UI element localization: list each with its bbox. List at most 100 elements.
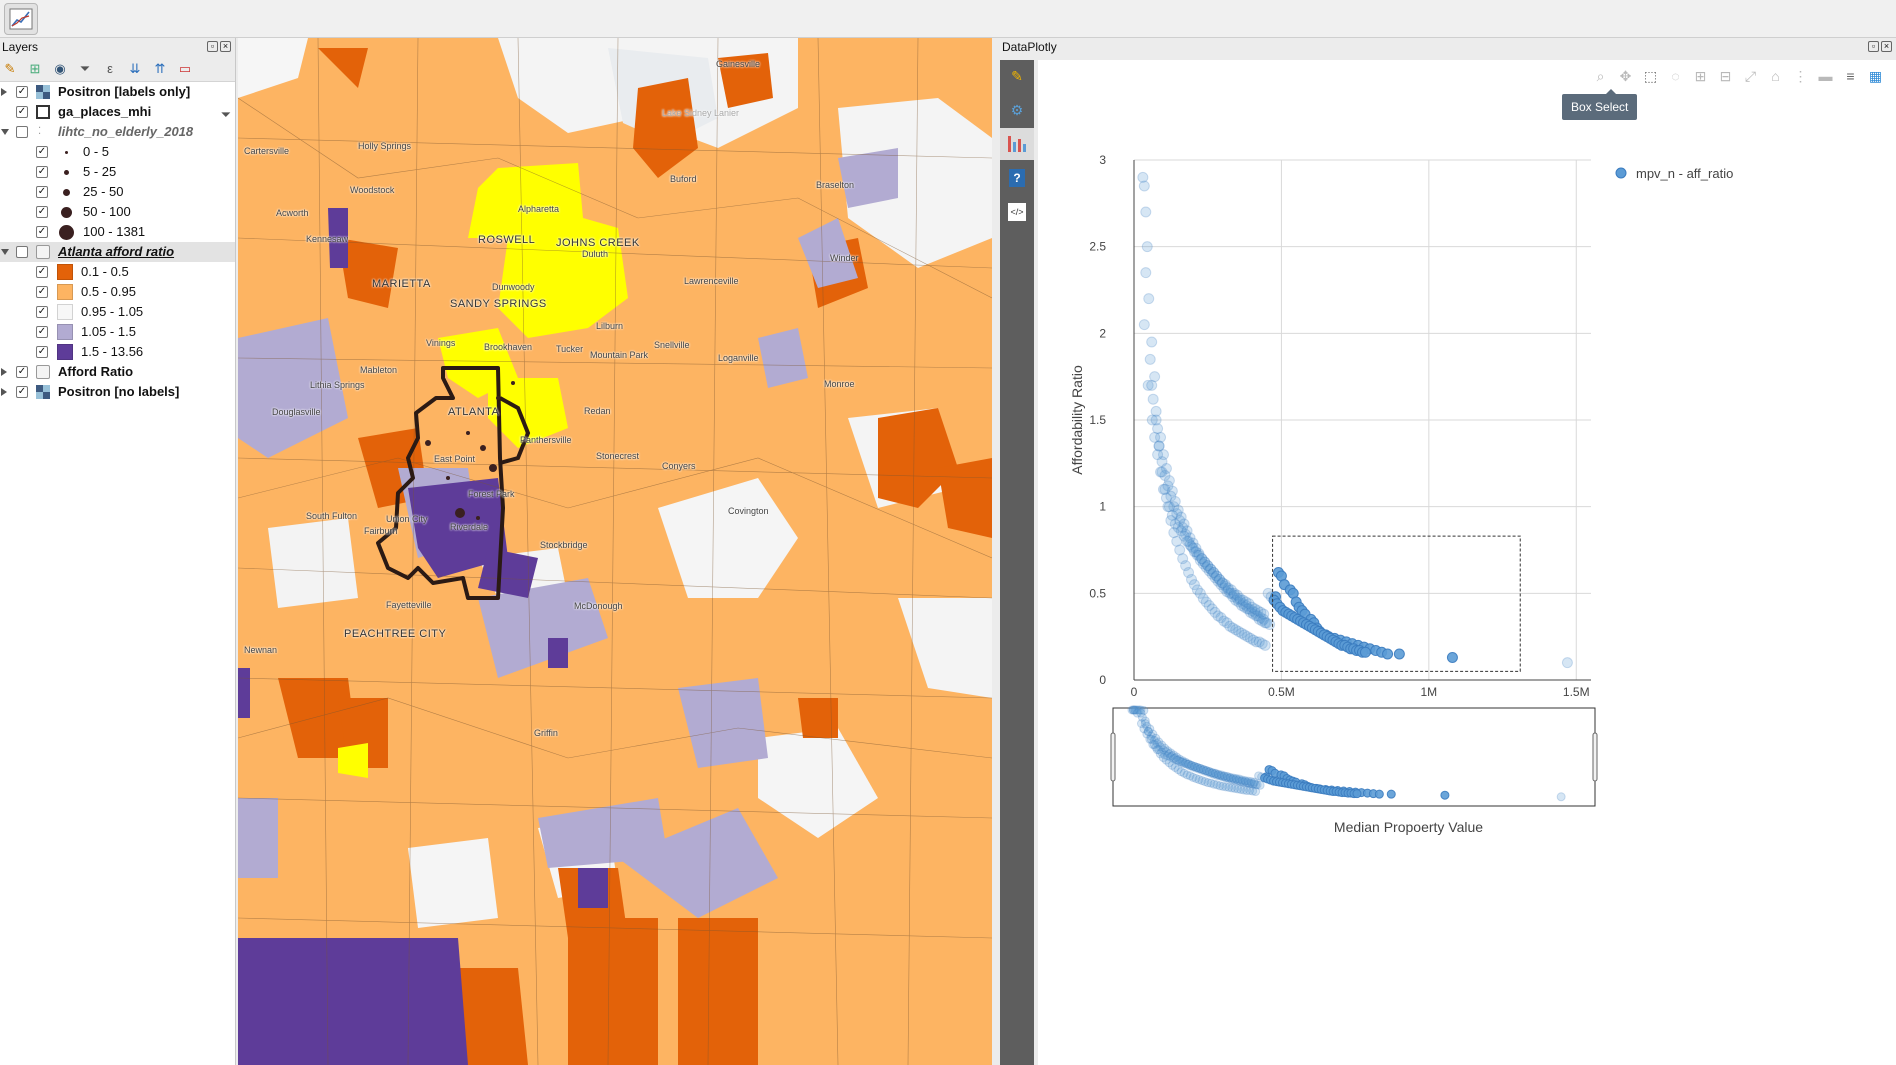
hover-compare-icon[interactable]: ≡ bbox=[1846, 68, 1855, 84]
map-place-label: Lake Sidney Lanier bbox=[662, 108, 740, 118]
scatter-point bbox=[1244, 606, 1256, 618]
layer-checkbox[interactable] bbox=[16, 126, 28, 138]
legend-checkbox[interactable]: ✓ bbox=[36, 146, 48, 158]
range-slider-right-handle[interactable] bbox=[1592, 732, 1598, 782]
range-slider-point bbox=[1222, 771, 1232, 781]
chart-legend[interactable]: mpv_n - aff_ratio bbox=[1615, 166, 1733, 181]
map-place-label: Brookhaven bbox=[484, 342, 533, 352]
expand-arrow-icon[interactable] bbox=[1, 368, 7, 376]
expand-arrow-icon[interactable] bbox=[1, 388, 7, 396]
collapse-all-icon[interactable]: ⇈ bbox=[154, 60, 166, 76]
scatter-point bbox=[1190, 542, 1202, 554]
plotly-logo-icon[interactable]: ▦ bbox=[1868, 68, 1883, 84]
reset-axes-icon[interactable]: ⌂ bbox=[1771, 68, 1780, 84]
range-slider-point bbox=[1172, 755, 1182, 765]
range-slider[interactable] bbox=[1110, 705, 1598, 807]
scatter-point bbox=[1156, 466, 1168, 478]
spike-lines-icon[interactable]: ⋮ bbox=[1793, 68, 1808, 84]
lasso-select-icon[interactable]: ◌ bbox=[1671, 68, 1680, 84]
collapse-arrow-icon[interactable] bbox=[1, 249, 9, 255]
layer-positron-labels[interactable]: ✓ Positron [labels only] bbox=[0, 82, 235, 102]
range-slider-point bbox=[1231, 775, 1241, 785]
legend-checkbox[interactable]: ✓ bbox=[36, 306, 48, 318]
tab-help[interactable]: ? bbox=[1000, 162, 1034, 194]
color-swatch bbox=[57, 344, 73, 360]
color-swatch bbox=[57, 264, 73, 280]
visibility-icon[interactable]: ◉ bbox=[54, 60, 66, 76]
legend-checkbox[interactable]: ✓ bbox=[36, 166, 48, 178]
range-slider-point bbox=[1178, 757, 1188, 767]
plot-area[interactable]: 0 0.5 1 1.5 2 2.5 3 0 0.5M 1M 1.5M Affordability … bbox=[1038, 60, 1896, 1065]
range-slider-point bbox=[1240, 777, 1250, 787]
zoom-out-icon[interactable]: ⊟ bbox=[1719, 68, 1732, 84]
range-slider-point bbox=[1198, 765, 1208, 775]
scatter-point bbox=[1190, 546, 1202, 558]
expand-all-icon[interactable]: ⇊ bbox=[129, 60, 141, 76]
scatter-chart[interactable]: 0 0.5 1 1.5 2 2.5 3 0 0.5M 1M 1.5M Affordability … bbox=[1038, 60, 1896, 1065]
tab-code[interactable]: </> bbox=[1000, 196, 1034, 228]
tab-plot[interactable] bbox=[1000, 128, 1034, 160]
layer-lihtc[interactable]: ⁚ lihtc_no_elderly_2018 bbox=[0, 122, 235, 142]
zoom-in-icon[interactable]: ⊞ bbox=[1694, 68, 1707, 84]
zoom-icon[interactable]: ⌕ bbox=[1596, 68, 1605, 84]
scatter-point bbox=[1258, 608, 1270, 620]
float-panel-icon[interactable]: ▫ bbox=[207, 41, 218, 52]
filter-legend-icon[interactable]: ⏷ bbox=[79, 60, 91, 76]
dataplotly-plugin-button[interactable] bbox=[4, 3, 38, 35]
hover-closest-icon[interactable]: ▬ bbox=[1818, 68, 1833, 84]
autoscale-icon[interactable]: ⤢ bbox=[1744, 68, 1757, 84]
layer-atlanta-afford-ratio[interactable]: Atlanta afford ratio bbox=[0, 242, 235, 262]
range-slider-point bbox=[1201, 766, 1211, 776]
range-slider-point bbox=[1227, 783, 1237, 793]
style-manager-icon[interactable]: ✎ bbox=[4, 60, 16, 76]
box-select-icon[interactable]: ⬚ bbox=[1643, 68, 1658, 84]
legend-checkbox[interactable]: ✓ bbox=[36, 286, 48, 298]
layer-afford-ratio[interactable]: ✓ Afford Ratio bbox=[0, 362, 235, 382]
expression-filter-icon[interactable]: ε bbox=[107, 61, 113, 76]
map-place-label: Snellville bbox=[654, 340, 690, 350]
tab-layout[interactable]: ⚙ bbox=[1000, 94, 1034, 126]
layer-checkbox[interactable] bbox=[16, 246, 28, 258]
expand-arrow-icon[interactable] bbox=[1, 88, 7, 96]
range-slider-point bbox=[1195, 764, 1205, 774]
tab-plot-settings[interactable]: ✎ bbox=[1000, 60, 1034, 92]
legend-checkbox[interactable]: ✓ bbox=[36, 326, 48, 338]
filter-icon[interactable]: ⏷ bbox=[220, 107, 231, 122]
range-slider-point bbox=[1167, 760, 1177, 770]
polygon-layer-icon bbox=[36, 365, 50, 379]
legend-checkbox[interactable]: ✓ bbox=[36, 346, 48, 358]
map-place-label: Gainesville bbox=[716, 59, 761, 69]
float-panel-icon[interactable]: ▫ bbox=[1868, 41, 1879, 52]
map-place-label: ROSWELL bbox=[478, 234, 536, 246]
pan-icon[interactable]: ✥ bbox=[1619, 68, 1632, 84]
legend-checkbox[interactable]: ✓ bbox=[36, 186, 48, 198]
range-slider-point bbox=[1245, 786, 1255, 796]
scatter-point bbox=[1138, 319, 1150, 331]
close-panel-icon[interactable]: × bbox=[1881, 41, 1892, 52]
range-slider-point bbox=[1158, 745, 1168, 755]
range-slider-point bbox=[1233, 776, 1243, 786]
layer-checkbox[interactable]: ✓ bbox=[16, 86, 28, 98]
layer-checkbox[interactable]: ✓ bbox=[16, 366, 28, 378]
legend-checkbox[interactable]: ✓ bbox=[36, 226, 48, 238]
legend-checkbox[interactable]: ✓ bbox=[36, 266, 48, 278]
scatter-point bbox=[1137, 171, 1149, 183]
layer-positron-no-labels[interactable]: ✓ Positron [no labels] bbox=[0, 382, 235, 402]
add-group-icon[interactable]: ⊞ bbox=[29, 60, 41, 76]
scatter-point bbox=[1202, 560, 1214, 572]
layer-ga-places-mhi[interactable]: ✓ ga_places_mhi ⏷ bbox=[0, 102, 235, 122]
close-panel-icon[interactable]: × bbox=[220, 41, 231, 52]
range-slider-point bbox=[1230, 783, 1240, 793]
layer-checkbox[interactable]: ✓ bbox=[16, 106, 28, 118]
layer-checkbox[interactable]: ✓ bbox=[16, 386, 28, 398]
map-canvas[interactable]: Gainesville Lake Sidney Lanier Cartersvi… bbox=[238, 38, 992, 1065]
map-place-label: Kennesaw bbox=[306, 234, 349, 244]
box-selection[interactable] bbox=[1272, 535, 1521, 672]
remove-layer-icon[interactable]: ▭ bbox=[178, 60, 192, 76]
range-slider-left-handle[interactable] bbox=[1110, 732, 1116, 782]
layer-label: Positron [labels only] bbox=[58, 84, 191, 99]
collapse-arrow-icon[interactable] bbox=[1, 129, 9, 135]
range-slider-point bbox=[1136, 719, 1146, 729]
legend-checkbox[interactable]: ✓ bbox=[36, 206, 48, 218]
